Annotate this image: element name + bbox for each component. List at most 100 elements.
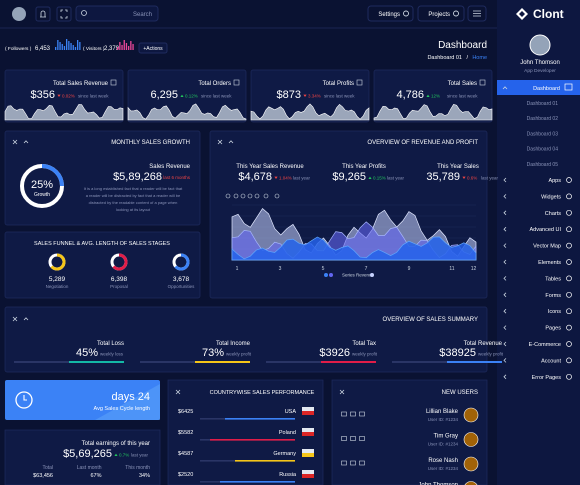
menu-item[interactable]: Vector Map: [533, 244, 561, 250]
menu-icon: [566, 373, 572, 380]
menu-item[interactable]: E-Commerce: [529, 342, 561, 348]
flag-stripe: [302, 432, 314, 436]
earnings-col-label: Last month: [77, 465, 102, 471]
summary-label: Total Income: [216, 341, 251, 347]
kpi-delta: 12%: [431, 94, 440, 99]
collapse-icon: [23, 140, 29, 144]
chart-tool[interactable]: [263, 193, 269, 199]
spark-bar: [130, 41, 132, 50]
chart-tool[interactable]: [225, 193, 231, 199]
visitors-label: ( Visitors ): [83, 46, 105, 52]
spark-bar: [57, 40, 59, 50]
card: [167, 379, 324, 485]
menu-item[interactable]: Account: [541, 358, 561, 364]
card: [4, 69, 124, 123]
stat-value: $4,678: [238, 171, 272, 183]
menu-icon: [473, 10, 481, 17]
legend-label[interactable]: Series Revenue: [342, 273, 375, 278]
spark-bar: [123, 40, 125, 50]
trend-arrow: [462, 176, 466, 179]
progress-fill: [69, 361, 124, 363]
breadcrumb-current: Dashboard 01: [427, 55, 462, 61]
funnel-label: Negotiation: [46, 284, 69, 289]
kpi-value: 6,295: [150, 89, 178, 101]
user-id: User ID: #1234: [428, 466, 459, 471]
breadcrumb-home[interactable]: Home: [472, 55, 487, 61]
chart-tool[interactable]: [274, 193, 280, 199]
submenu-item[interactable]: Dashboard 02: [527, 116, 559, 122]
followers-label: ( Followers ): [5, 46, 32, 52]
menu-item[interactable]: Tables: [545, 276, 561, 282]
kpi-value: 4,786: [396, 89, 424, 101]
progress-fill: [321, 361, 376, 363]
profile-name: John Thomson: [520, 60, 560, 66]
user-action: [350, 460, 356, 466]
menu-item[interactable]: Forms: [545, 293, 561, 299]
menu-item[interactable]: Widgets: [541, 194, 561, 200]
stat-note: last year: [387, 176, 405, 181]
description-line: distracted by the readable content of a …: [89, 200, 178, 205]
kpi-note: since last week: [324, 94, 355, 99]
chart-tool[interactable]: [233, 193, 239, 199]
search-placeholder[interactable]: Search: [133, 12, 152, 18]
sparkline-area: [250, 103, 370, 121]
trend-arrow: [57, 94, 61, 97]
flag-stripe: [302, 453, 314, 457]
menu-item[interactable]: Pages: [545, 326, 561, 332]
submenu-item[interactable]: Dashboard 05: [527, 162, 559, 168]
x-tick-label: 7: [365, 266, 368, 272]
breadcrumb-separator: /: [466, 55, 468, 61]
spark-bar: [77, 40, 79, 50]
summary-value: 45%: [76, 347, 98, 359]
earnings-col-value: $63,456: [33, 473, 53, 479]
menu-item[interactable]: Icons: [548, 309, 561, 315]
spark-bar: [117, 47, 119, 50]
clock-icon: [15, 391, 33, 409]
kpi-label: Total Sales Revenue: [53, 81, 109, 87]
kpi-note: since last week: [78, 94, 109, 99]
sparkline-area: [373, 103, 493, 121]
chart-tool[interactable]: [247, 193, 253, 199]
summary-note: weekly profit: [352, 352, 378, 357]
stat-value: 35,789: [426, 171, 460, 183]
description-line: It is a long established fact that a rea…: [84, 186, 183, 191]
actions-label[interactable]: +Actions: [143, 46, 163, 52]
kpi-value: $873: [277, 89, 301, 101]
country-amount: $6425: [178, 409, 193, 415]
menu-icon: [566, 291, 572, 298]
spark-bar: [128, 46, 130, 50]
card: [331, 379, 488, 485]
top-bar: [0, 0, 497, 28]
menu-item[interactable]: Elements: [538, 260, 561, 266]
menu-item[interactable]: Apps: [548, 178, 561, 184]
submenu-item[interactable]: Dashboard 03: [527, 131, 559, 137]
kpi-delta: 3.34%: [308, 94, 321, 99]
user-avatar: [463, 456, 479, 472]
search-icon: [81, 10, 87, 16]
menu-icon: [566, 275, 572, 282]
expand-chevron: [503, 259, 507, 265]
settings-label[interactable]: Settings: [378, 12, 400, 18]
submenu-item[interactable]: Dashboard 04: [527, 147, 559, 153]
earnings-col-value: 67%: [90, 473, 101, 479]
menu-item[interactable]: Error Pages: [532, 375, 562, 381]
projects-label[interactable]: Projects: [428, 12, 450, 18]
trend-arrow: [303, 94, 307, 97]
chart-tool[interactable]: [240, 193, 246, 199]
progress-fill: [220, 481, 295, 483]
kpi-label: Total Profits: [323, 81, 354, 87]
user-action: [350, 436, 356, 441]
chart-tool[interactable]: [254, 193, 260, 199]
submenu-item[interactable]: Dashboard 01: [527, 101, 559, 107]
menu-item[interactable]: Charts: [545, 211, 561, 217]
menu-item[interactable]: Dashboard: [533, 86, 560, 92]
brand-name: Clont: [533, 7, 564, 21]
card-title: OVERVIEW OF REVENUE AND PROFIT: [367, 140, 478, 146]
progress-fill: [235, 460, 295, 462]
flag-stripe: [302, 474, 314, 478]
gear-icon: [403, 10, 409, 17]
menu-icon: [566, 308, 572, 315]
menu-item[interactable]: Advanced UI: [530, 227, 562, 233]
